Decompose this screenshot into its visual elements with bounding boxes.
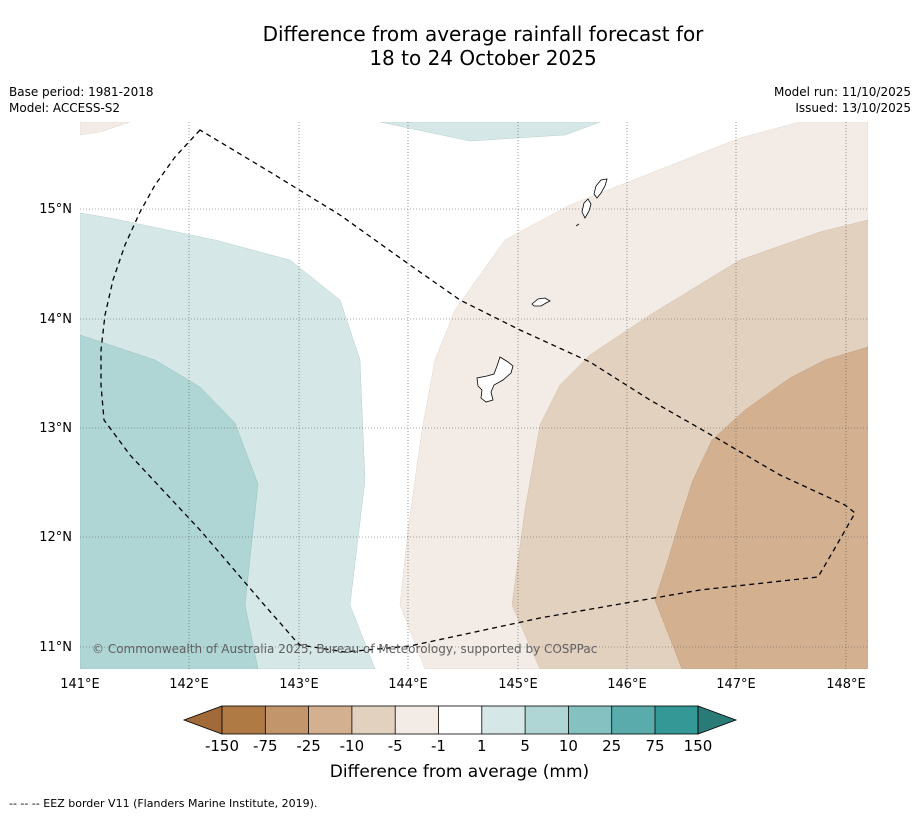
lon-label-143: 143°E [279,677,319,692]
lon-label-141: 141°E [60,677,100,692]
title-line-2: 18 to 24 October 2025 [369,46,597,70]
cb-tick-3: -10 [340,737,365,755]
colorbar-bin-7 [481,706,526,734]
region-drier-top-left [80,122,131,136]
gridlines [80,122,868,669]
cb-tick-9: 25 [602,737,621,755]
island-saipan [593,178,608,199]
cb-tick-5: -1 [431,737,446,755]
island-guam [476,356,514,403]
region-wetter-5-to-10 [80,334,259,669]
colorbar-frame [221,705,699,735]
eez-footnote: -- -- -- EEZ border V11 (Flanders Marine… [9,797,318,810]
cb-tick-8: 10 [559,737,578,755]
map-panel: © Commonwealth of Australia 2025, Bureau… [80,122,868,669]
lon-label-142: 142°E [169,677,209,692]
cb-tick-2: -25 [296,737,321,755]
issued-date: Issued: 13/10/2025 [795,101,911,115]
colorbar-bin-3 [308,706,352,734]
lat-label-12: 12°N [39,530,72,545]
meta-right: Model run: 11/10/2025 Issued: 13/10/2025 [774,84,911,116]
colorbar-extend-high [697,705,738,735]
colorbar-bin-9 [568,706,612,734]
island-aguijan [575,223,580,227]
lon-label-146: 146°E [607,677,647,692]
colorbar-bin-4 [351,706,396,734]
region-wetter-top [379,122,601,142]
title-line-1: Difference from average rainfall forecas… [262,22,704,46]
meta-left: Base period: 1981-2018 Model: ACCESS-S2 [9,84,154,116]
chart-title: Difference from average rainfall forecas… [0,22,919,70]
island-rota [531,297,551,307]
cb-tick-6: 1 [477,737,487,755]
colorbar-bin-1 [222,706,266,734]
lat-label-13: 13°N [39,421,72,436]
lat-labels: 15°N 14°N 13°N 12°N 11°N [39,202,72,655]
colorbar-bin-2 [265,706,309,734]
cb-tick-11: 150 [684,737,713,755]
model-run: Model run: 11/10/2025 [773,85,911,99]
model-name: Model: ACCESS-S2 [9,101,121,115]
colorbar-label: Difference from average (mm) [329,762,590,782]
colorbar-bin-11 [655,706,698,734]
lon-label-147: 147°E [716,677,756,692]
island-tinian [581,198,592,219]
eez-border [100,129,856,653]
colorbar-bin-5 [395,706,439,734]
colorbar-bin-6 [438,706,482,734]
lon-labels: 141°E 142°E 143°E 144°E 145°E 146°E 147°… [60,677,866,692]
lat-label-11: 11°N [39,640,72,655]
colorbar-extend-low [182,705,223,735]
lat-label-14: 14°N [39,312,72,327]
islands [476,178,608,403]
colorbar-dividers [264,706,656,734]
copyright-text: © Commonwealth of Australia 2025, Bureau… [92,642,597,656]
colorbar: -150 -75 -25 -10 -5 -1 1 5 10 25 75 150 [182,705,738,755]
colorbar-bin-8 [525,706,569,734]
colorbar-ticks: -150 -75 -25 -10 -5 -1 1 5 10 25 75 150 [205,737,712,755]
lat-label-15: 15°N [39,202,72,217]
cb-tick-7: 5 [520,737,530,755]
cb-tick-4: -5 [388,737,403,755]
lon-label-145: 145°E [498,677,538,692]
cb-tick-1: -75 [253,737,278,755]
base-period: Base period: 1981-2018 [9,85,154,99]
cb-tick-0: -150 [205,737,239,755]
lon-label-144: 144°E [388,677,428,692]
lon-label-148: 148°E [826,677,866,692]
cb-tick-10: 75 [645,737,664,755]
colorbar-bin-10 [611,706,655,734]
